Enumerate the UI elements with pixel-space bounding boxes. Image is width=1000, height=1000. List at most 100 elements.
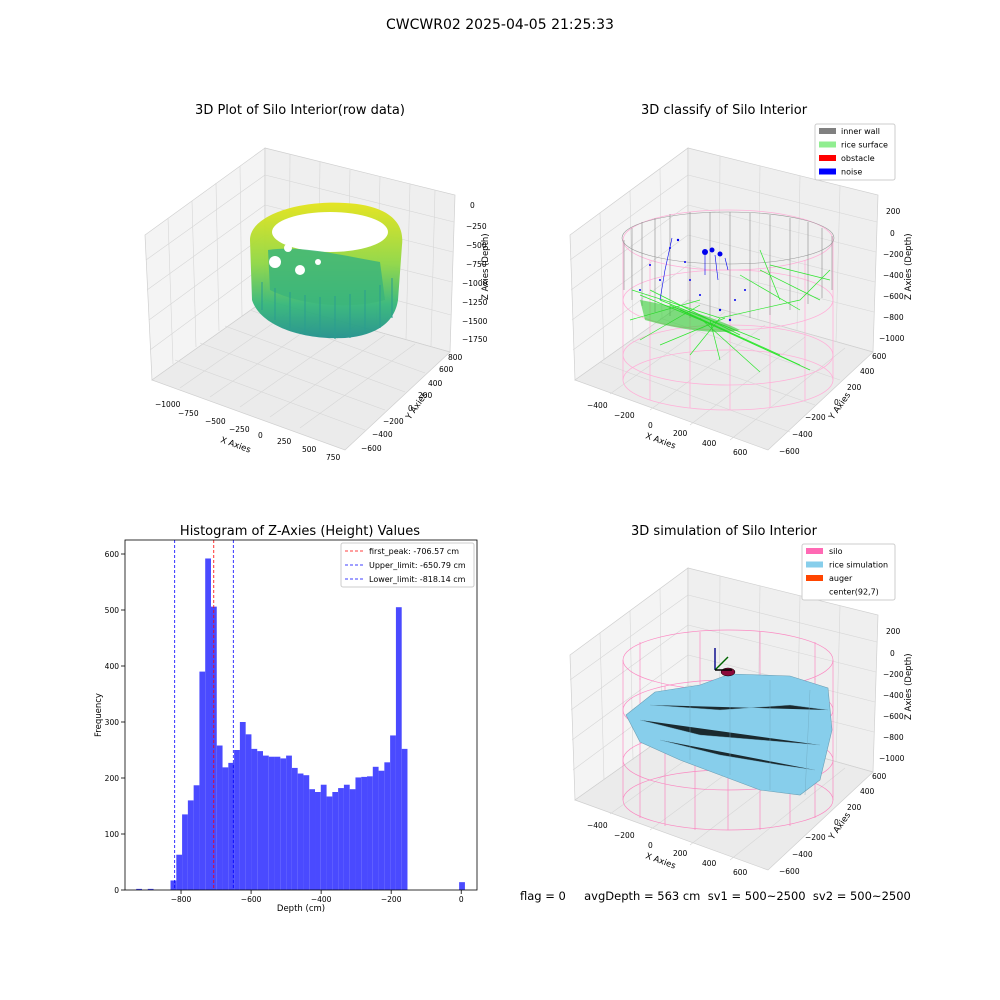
x-tick-label: 0 (459, 895, 464, 904)
histogram-bar (372, 766, 379, 890)
x-tick-label: −800 (171, 895, 192, 904)
legend-auger: auger (829, 574, 853, 583)
svg-text:0: 0 (648, 841, 653, 850)
svg-text:−600: −600 (779, 447, 800, 456)
svg-text:600: 600 (733, 448, 748, 457)
histogram-bar (205, 558, 211, 890)
histogram-frame (124, 539, 478, 891)
histogram-bar (390, 735, 396, 890)
histogram-bar (136, 888, 142, 890)
figure-title: CWCWR02 2025-04-05 21:25:33 (386, 17, 614, 33)
legend-silo: silo (829, 547, 843, 556)
svg-text:−200: −200 (805, 833, 826, 842)
svg-text:200: 200 (886, 627, 901, 636)
legend-center: center(92,7) (829, 588, 879, 597)
svg-text:600: 600 (872, 352, 887, 361)
svg-text:−800: −800 (883, 313, 904, 322)
histogram-bar (384, 762, 391, 890)
raw-point-cloud (250, 202, 403, 339)
histogram-bar (286, 755, 292, 890)
svg-text:−400: −400 (372, 430, 393, 439)
svg-text:−400: −400 (792, 430, 813, 439)
svg-text:0: 0 (648, 421, 653, 430)
histogram-bar (338, 788, 344, 890)
legend-rice-surface: rice surface (841, 141, 888, 150)
histogram-bar (343, 784, 350, 890)
histogram-bar (280, 758, 287, 890)
svg-text:−400: −400 (587, 821, 608, 830)
svg-text:−200: −200 (614, 411, 635, 420)
panel-classify-3d-axes: inner wall rice surface obstacle noise 2… (569, 123, 914, 457)
histogram-bar (182, 814, 188, 890)
histogram-chart: −800 −600 −400 −200 0 0 100 200 300 400 500 600 De… (94, 539, 478, 914)
legend-upper-limit: Upper_limit: -650.79 cm (369, 561, 466, 570)
svg-text:−200: −200 (883, 250, 904, 259)
center-axes-marker (714, 648, 732, 671)
histogram-bar (199, 671, 206, 890)
histogram-bar (274, 756, 281, 890)
histogram-bar (401, 748, 408, 890)
histogram-x-ticks: −800 −600 −400 −200 0 (171, 890, 464, 904)
y-tick-label: 0 (114, 886, 119, 895)
svg-text:0: 0 (834, 398, 839, 407)
svg-text:750: 750 (326, 453, 341, 462)
svg-text:−600: −600 (883, 292, 904, 301)
histogram-bar (459, 882, 465, 890)
svg-text:−600: −600 (361, 444, 382, 453)
svg-text:400: 400 (702, 439, 717, 448)
y-tick-label: 100 (105, 830, 120, 839)
histogram-title: Histogram of Z-Axies (Height) Values (179, 524, 421, 539)
y-tick-label: 400 (105, 662, 120, 671)
svg-text:−1000: −1000 (155, 400, 181, 409)
histogram-bar (378, 770, 385, 890)
svg-text:−750: −750 (178, 409, 199, 418)
svg-text:−750: −750 (466, 260, 487, 269)
histogram-bar (303, 775, 310, 890)
panel-simulation-title: 3D simulation of Silo Interior (631, 524, 817, 539)
y-tick-label: 300 (105, 718, 120, 727)
svg-text:−500: −500 (205, 417, 226, 426)
histogram-bar (262, 755, 269, 890)
svg-text:−1000: −1000 (879, 754, 905, 763)
legend-swatch-auger (806, 575, 823, 581)
histogram-bar (349, 789, 356, 890)
y-tick-label: 200 (105, 774, 120, 783)
legend-swatch-obstacle (819, 155, 836, 161)
legend-noise: noise (841, 168, 862, 177)
svg-text:−400: −400 (587, 401, 608, 410)
histogram-bar (170, 880, 177, 890)
svg-text:400: 400 (860, 367, 875, 376)
svg-text:200: 200 (847, 383, 862, 392)
svg-text:−400: −400 (792, 850, 813, 859)
legend-rice-simulation: rice simulation (829, 561, 888, 570)
svg-text:600: 600 (439, 365, 454, 374)
svg-text:200: 200 (673, 849, 688, 858)
status-footer: flag = 0 avgDepth = 563 cm sv1 = 500~250… (520, 889, 911, 903)
svg-text:250: 250 (277, 437, 292, 446)
histogram-reference-lines (174, 540, 234, 890)
classify-z-label: Z Axies (Depth) (904, 233, 914, 300)
svg-text:0: 0 (258, 431, 263, 440)
svg-text:−1000: −1000 (462, 279, 488, 288)
histogram-bar (297, 773, 304, 890)
svg-text:−1750: −1750 (462, 335, 488, 344)
histogram-bar (228, 762, 235, 890)
histogram-y-ticks: 0 100 200 300 400 500 600 (105, 550, 125, 895)
svg-text:0: 0 (834, 818, 839, 827)
svg-text:800: 800 (448, 353, 463, 362)
svg-text:−1500: −1500 (462, 317, 488, 326)
histogram-bar (216, 745, 223, 890)
classify-legend: inner wall rice surface obstacle noise (814, 123, 896, 181)
svg-text:−250: −250 (229, 425, 250, 434)
panel-raw-3d-axes: 0−250−500 −750−1000−1250 −1500−1750 −100… (144, 147, 491, 462)
svg-text:−500: −500 (466, 241, 487, 250)
histogram-bar (355, 777, 362, 890)
legend-inner-wall: inner wall (841, 127, 880, 136)
svg-text:−800: −800 (883, 733, 904, 742)
svg-text:200: 200 (673, 429, 688, 438)
histogram-bar (245, 734, 252, 890)
histogram-bar (315, 792, 321, 890)
y-tick-label: 600 (105, 550, 120, 559)
svg-text:0: 0 (890, 229, 895, 238)
histogram-bar (257, 751, 263, 890)
